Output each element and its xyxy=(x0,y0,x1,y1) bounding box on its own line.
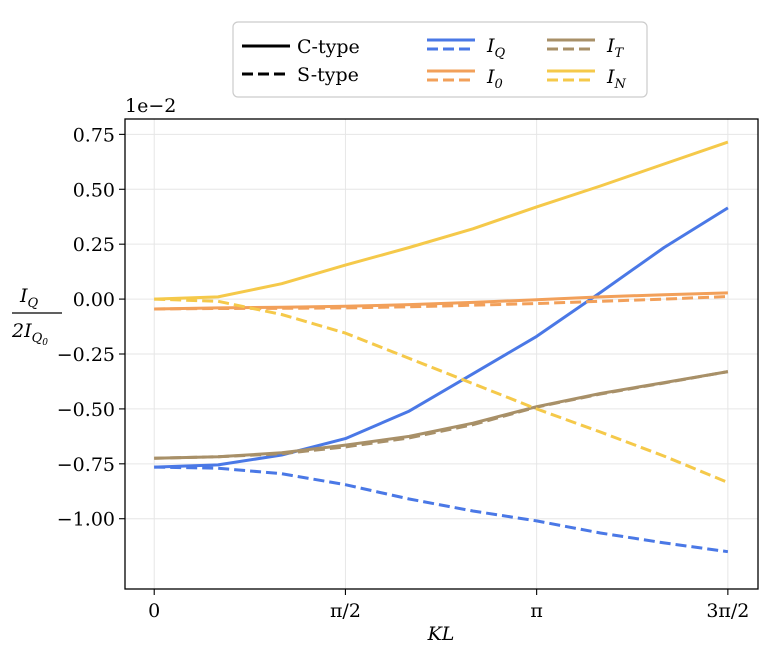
y-tick-label: 0.25 xyxy=(73,234,115,256)
x-tick-label: 0 xyxy=(148,600,160,622)
y-label-denominator-sub: Q xyxy=(32,331,43,346)
legend-series-label: IN xyxy=(606,66,627,92)
legend-style-label: C-type xyxy=(297,36,360,58)
series-line-IN-s-type xyxy=(154,297,729,484)
x-axis-label: KL xyxy=(427,623,455,645)
y-label-denominator: 2I xyxy=(11,320,32,342)
y-tick-label: 0.50 xyxy=(73,179,115,201)
series-line-IQ-c-type xyxy=(154,206,729,469)
y-label-numerator: I xyxy=(19,285,28,307)
legend-box xyxy=(232,21,648,98)
y-tick-label: 0.00 xyxy=(73,289,115,311)
ticks: 0 π/2 π 3π/2 0.75 0.50 0.25 0.00 −0.25 −0.50 −0.75… xyxy=(57,124,750,622)
legend-style-entries: C-type S-type xyxy=(242,36,360,86)
legend-series-entries: IQ I0 IT IN xyxy=(427,35,627,92)
series-line-IT-c-type xyxy=(154,370,729,460)
series-line-IN-c-type xyxy=(154,140,729,301)
y-tick-label: −0.50 xyxy=(57,399,115,421)
x-tick-label: 3π/2 xyxy=(706,600,749,622)
y-axis-label: IQ 2IQ0 xyxy=(11,285,62,348)
series-layer xyxy=(154,140,729,554)
legend-series-label: IT xyxy=(606,35,625,61)
grid xyxy=(125,119,758,589)
y-tick-label: −0.25 xyxy=(57,344,115,366)
x-tick-label: π/2 xyxy=(330,600,361,622)
series-line-IQ-s-type xyxy=(154,465,729,554)
legend-series-label: IQ xyxy=(486,35,506,61)
y-tick-label: −0.75 xyxy=(57,454,115,476)
legend: C-type S-type IQ I0 IT IN xyxy=(232,21,648,98)
y-label-denominator-subsub: 0 xyxy=(42,338,48,348)
y-tick-label: 0.75 xyxy=(73,124,115,146)
legend-series-label: I0 xyxy=(486,66,503,92)
y-label-numerator-sub: Q xyxy=(28,296,39,311)
series-line-IT-s-type xyxy=(154,370,729,460)
svg-text:2IQ0: 2IQ0 xyxy=(11,320,48,348)
x-tick-label: π xyxy=(530,600,543,622)
y-tick-label: −1.00 xyxy=(57,509,115,531)
legend-style-label: S-type xyxy=(297,64,359,86)
offset-text: 1e−2 xyxy=(125,95,176,117)
svg-text:IQ: IQ xyxy=(19,285,39,311)
